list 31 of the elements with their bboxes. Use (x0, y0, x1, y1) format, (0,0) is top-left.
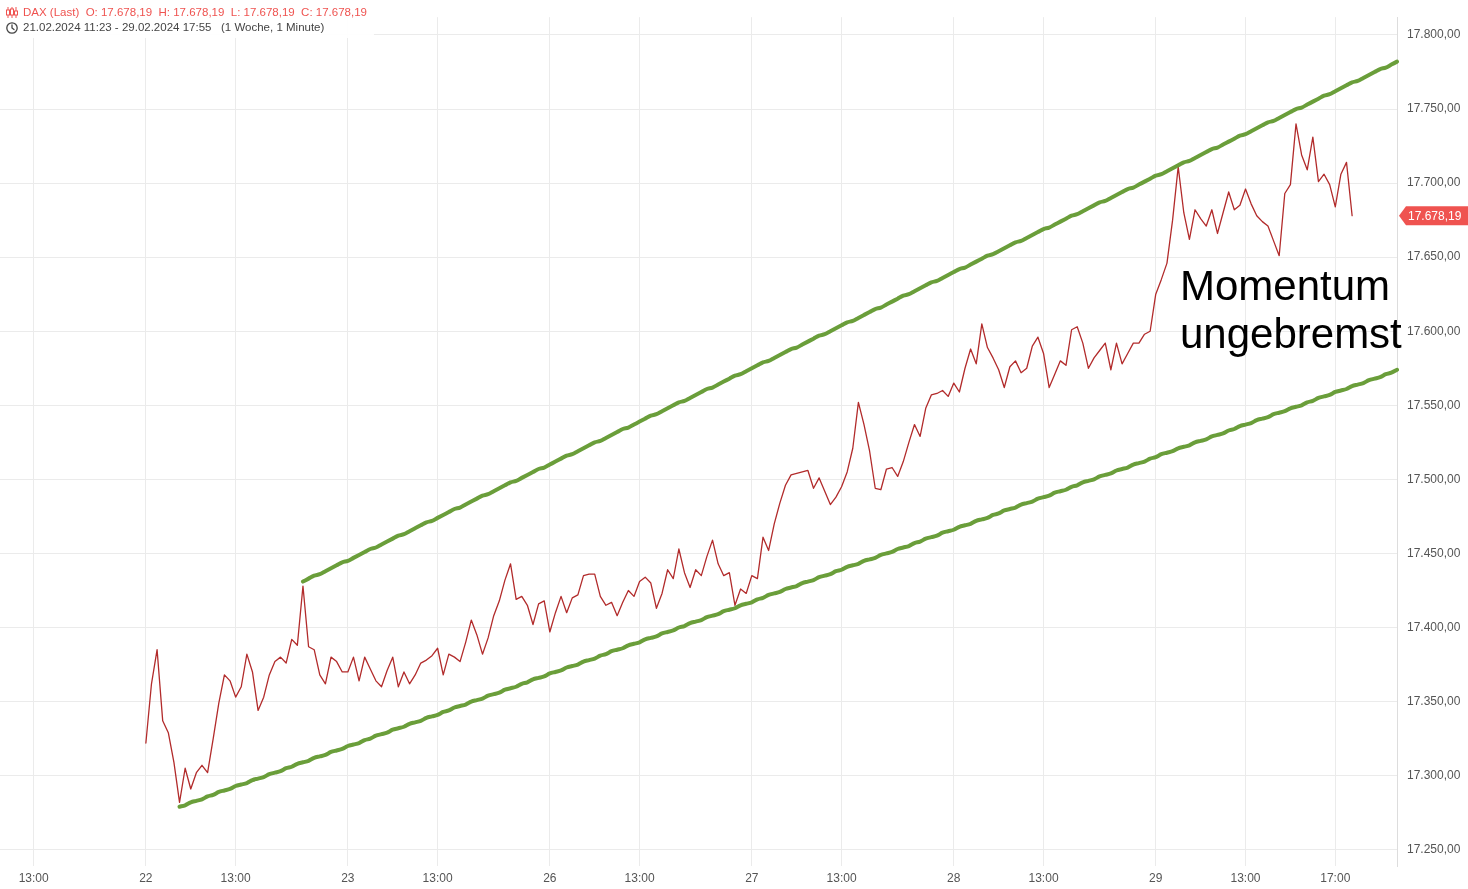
y-tick-label: 17.500,00 (1407, 471, 1461, 486)
y-tick-label: 17.750,00 (1407, 101, 1461, 116)
y-tick-label: 17.650,00 (1407, 249, 1461, 264)
y-tick-label: 17.450,00 (1407, 545, 1461, 560)
chart-title: DAX (Last) O: 17.678,19 H: 17.678,19 L: 17.678,19 C: 17.678,19 (23, 6, 367, 19)
x-tick-label: 17:00 (1320, 870, 1351, 885)
text: 17.678,19 (1408, 208, 1462, 223)
y-tick-label: 17.250,00 (1407, 842, 1461, 857)
y-tick-label: 17.550,00 (1407, 397, 1461, 412)
x-tick-label: 13:00 (18, 870, 49, 885)
x-tick-label: 13:00 (422, 870, 453, 885)
x-tick-label: 13:00 (826, 870, 857, 885)
line-series (177, 367, 1399, 809)
x-tick-label: 22 (139, 870, 153, 885)
y-tick-label: 17.700,00 (1407, 175, 1461, 190)
annotation: Momentum ungebremst (1180, 262, 1403, 357)
x-tick-label: 29 (1149, 870, 1163, 885)
y-tick-label: 17.400,00 (1407, 619, 1461, 634)
y-tick-label: 17.300,00 (1407, 767, 1461, 782)
x-tick-label: 27 (745, 870, 759, 885)
x-tick-label: 13:00 (624, 870, 655, 885)
x-tick-label: 13:00 (1028, 870, 1059, 885)
x-tick-label: 13:00 (1230, 870, 1261, 885)
x-tick-label: 26 (543, 870, 557, 885)
x-tick-label: 23 (341, 870, 355, 885)
x-tick-label: 28 (947, 870, 961, 885)
chart-subtitle: 21.02.2024 11:23 - 29.02.2024 17:55 (1 Woche, 1 Minute) (23, 21, 325, 34)
x-tick-label: 13:00 (220, 870, 251, 885)
y-tick-label: 17.600,00 (1407, 323, 1461, 338)
y-tick-label: 17.800,00 (1407, 27, 1461, 42)
y-tick-label: 17.350,00 (1407, 693, 1461, 708)
